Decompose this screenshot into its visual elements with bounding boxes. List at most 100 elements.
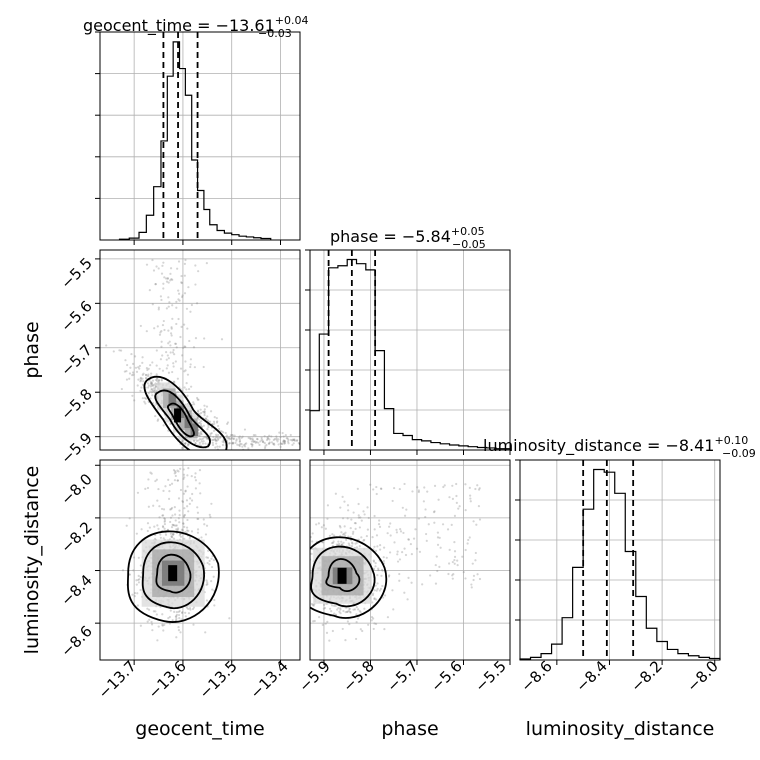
scatter-point [175, 524, 178, 527]
scatter-point [478, 518, 482, 521]
scatter-point [189, 310, 192, 313]
scatter-point [147, 367, 150, 370]
scatter-point [291, 439, 294, 442]
scatter-point [347, 609, 350, 613]
scatter-point [211, 588, 214, 591]
xtick-label-geocent-time: −13.5 [196, 657, 241, 702]
scatter-point [183, 442, 187, 446]
scatter-point [275, 435, 278, 438]
scatter-point [185, 307, 189, 310]
scatter-point [162, 508, 166, 511]
scatter-point [478, 577, 482, 581]
scatter-point [146, 522, 150, 525]
scatter-point [382, 556, 385, 559]
scatter-point [341, 543, 344, 546]
scatter-point [417, 489, 420, 492]
scatter-point [226, 421, 230, 424]
scatter-point [404, 553, 408, 557]
scatter-point [165, 280, 169, 283]
scatter-point [439, 546, 442, 549]
scatter-point [287, 438, 290, 442]
scatter-point [168, 340, 171, 343]
scatter-point [429, 574, 432, 577]
scatter-point [433, 484, 437, 487]
scatter-point [200, 536, 203, 539]
scatter-point [406, 598, 409, 601]
scatter-point [123, 370, 126, 373]
scatter-point [153, 388, 157, 392]
scatter-point [196, 416, 199, 419]
scatter-point [292, 442, 295, 445]
scatter-point [342, 541, 345, 544]
scatter-point [277, 634, 279, 636]
scatter-point [282, 439, 285, 442]
scatter-point [150, 384, 153, 387]
scatter-point [197, 398, 200, 401]
scatter-point [214, 436, 217, 439]
scatter-point [470, 583, 473, 586]
scatter-point [183, 345, 186, 348]
scatter-point [238, 439, 242, 442]
scatter-point [167, 342, 170, 345]
scatter-point [238, 444, 241, 448]
scatter-point [149, 380, 153, 384]
scatter-point [119, 349, 123, 352]
scatter-point [152, 504, 155, 507]
scatter-point [197, 410, 200, 413]
scatter-point [131, 371, 135, 374]
scatter-point [178, 521, 181, 524]
scatter-point [464, 508, 467, 512]
scatter-point [169, 279, 172, 282]
scatter-point [176, 469, 179, 472]
density-contour [126, 530, 220, 623]
scatter-point [206, 561, 209, 565]
scatter-point [392, 608, 395, 611]
scatter-point [150, 391, 153, 394]
scatter-point [153, 525, 156, 528]
scatter-point [184, 360, 187, 363]
scatter-point [194, 442, 197, 445]
scatter-point [403, 482, 406, 486]
scatter-point [296, 575, 298, 577]
scatter-point [457, 507, 460, 510]
scatter-point [275, 437, 278, 440]
scatter-point [472, 520, 475, 523]
scatter-point [462, 571, 465, 574]
scatter-point [139, 324, 142, 328]
scatter-point [170, 277, 173, 281]
scatter-point [235, 438, 238, 441]
scatter-point [215, 442, 218, 445]
scatter-point [409, 542, 412, 546]
scatter-point [200, 411, 203, 415]
scatter-point [156, 639, 159, 642]
scatter-point [203, 404, 206, 407]
scatter-point [121, 569, 125, 572]
scatter-point [176, 528, 179, 531]
scatter-point [178, 617, 181, 620]
scatter-point [232, 437, 235, 441]
scatter-point [186, 474, 189, 477]
scatter-point [217, 438, 220, 441]
scatter-point [402, 531, 405, 535]
scatter-point [382, 596, 385, 599]
scatter-point [302, 552, 304, 554]
scatter-point [213, 598, 216, 602]
scatter-point [200, 433, 203, 436]
histogram-step [309, 258, 511, 450]
scatter-point [187, 443, 190, 446]
scatter-point [396, 560, 400, 563]
scatter-point [209, 432, 212, 435]
scatter-point [209, 434, 212, 437]
scatter-point [469, 497, 472, 500]
scatter-point [464, 548, 467, 552]
panel-frame [99, 459, 301, 661]
scatter-point [131, 362, 135, 365]
scatter-point [272, 442, 276, 445]
scatter-point [163, 520, 166, 523]
density-contour [310, 536, 388, 619]
scatter-point [369, 483, 372, 486]
scatter-point [174, 524, 177, 527]
scatter-point [376, 574, 379, 577]
scatter-point [177, 289, 180, 292]
scatter-point [173, 472, 176, 475]
